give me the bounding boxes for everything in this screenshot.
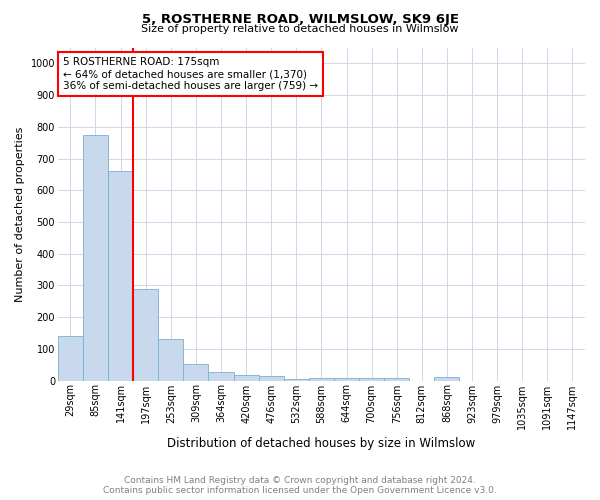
Bar [309, 378, 334, 380]
Bar [434, 378, 460, 380]
Bar [233, 375, 259, 380]
Text: 5 ROSTHERNE ROAD: 175sqm
← 64% of detached houses are smaller (1,370)
36% of sem: 5 ROSTHERNE ROAD: 175sqm ← 64% of detach… [63, 58, 318, 90]
Bar [83, 134, 108, 380]
Bar [208, 372, 233, 380]
Bar [334, 378, 359, 380]
Bar [133, 288, 158, 380]
Bar [359, 378, 384, 380]
X-axis label: Distribution of detached houses by size in Wilmslow: Distribution of detached houses by size … [167, 437, 476, 450]
Bar [284, 379, 309, 380]
Bar [108, 171, 133, 380]
Text: Contains HM Land Registry data © Crown copyright and database right 2024.
Contai: Contains HM Land Registry data © Crown c… [103, 476, 497, 495]
Text: 5, ROSTHERNE ROAD, WILMSLOW, SK9 6JE: 5, ROSTHERNE ROAD, WILMSLOW, SK9 6JE [142, 12, 458, 26]
Bar [184, 364, 208, 380]
Bar [58, 336, 83, 380]
Y-axis label: Number of detached properties: Number of detached properties [15, 126, 25, 302]
Bar [384, 378, 409, 380]
Text: Size of property relative to detached houses in Wilmslow: Size of property relative to detached ho… [141, 24, 459, 34]
Bar [158, 340, 184, 380]
Bar [259, 376, 284, 380]
